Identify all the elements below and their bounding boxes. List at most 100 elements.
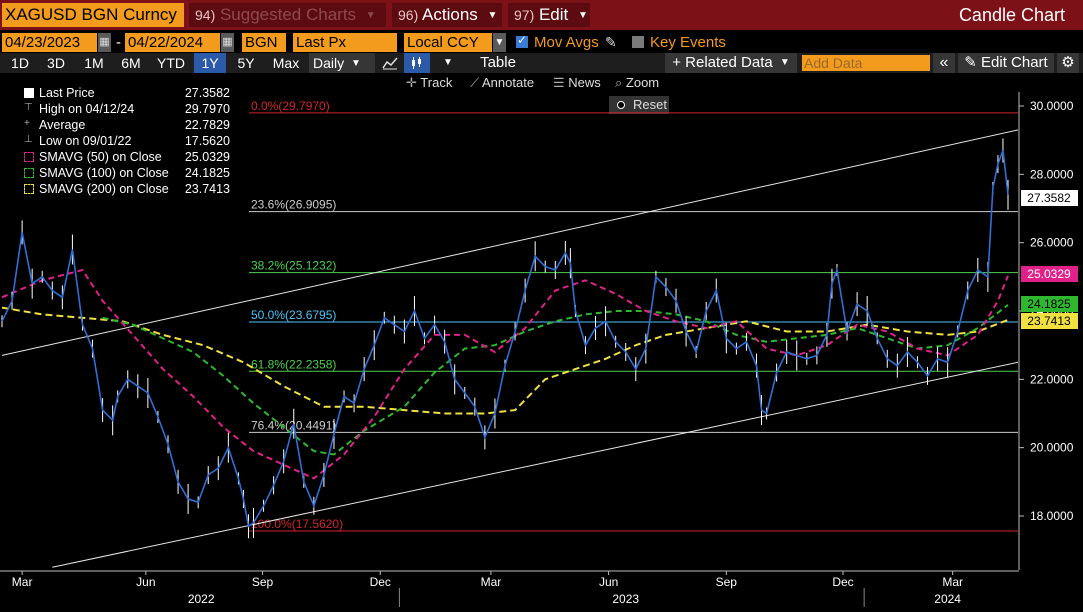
legend-value-2: 22.7829 [184, 118, 230, 132]
price-field[interactable]: Last Px [293, 33, 397, 52]
period-max-button[interactable]: Max [272, 55, 300, 71]
legend-marker-5 [24, 168, 34, 178]
year-label-1: 2023 [612, 592, 639, 606]
gear-icon[interactable]: ⚙ [1057, 53, 1079, 73]
table-button[interactable]: Table [480, 54, 516, 71]
period-1m-button[interactable]: 1M [84, 55, 104, 71]
legend-marker-0 [24, 88, 34, 98]
legend-value-1: 29.7970 [184, 102, 230, 116]
edit-number: 97) [514, 7, 535, 23]
x-tick-label-8: Mar [942, 575, 963, 589]
y-tick-label-1: 28.0000 [1030, 167, 1074, 181]
edit-label: Edit [538, 5, 569, 24]
year-label-0: 2022 [188, 592, 215, 606]
suggested-charts-button[interactable]: 94) Suggested Charts ▼ [189, 3, 386, 27]
news-button[interactable]: ☰ News [553, 74, 601, 92]
source-field[interactable]: BGN [242, 33, 286, 52]
pencil-icon[interactable]: ✎ [605, 34, 617, 50]
x-tick-label-1: Jun [136, 575, 155, 589]
start-date-field[interactable]: 04/23/2023 [2, 33, 97, 52]
related-data-button[interactable]: + Related Data ▼ [665, 53, 797, 73]
channel-lower-line [52, 361, 1019, 568]
period-6m-button[interactable]: 6M [121, 55, 141, 71]
y-tick-label-5: 20.0000 [1030, 441, 1074, 455]
suggested-charts-number: 94) [195, 7, 216, 23]
key-events-checkbox[interactable] [632, 36, 644, 48]
legend-value-6: 23.7413 [184, 182, 230, 196]
period-ytd-button[interactable]: YTD [157, 55, 185, 71]
last-value-box-2 [1021, 296, 1078, 312]
year-label-2: 2024 [934, 592, 961, 606]
period-3d-button[interactable]: 3D [47, 55, 65, 71]
price-line [1, 150, 1009, 528]
mov-avgs-checkbox[interactable] [516, 33, 528, 48]
price-chart[interactable]: 0.0%(29.7970) 23.6%(26.9095) 38.2%(25.1232… [0, 92, 1083, 570]
fib-label-6: 100.0%(17.5620) [251, 517, 343, 531]
add-data-input[interactable]: Add Data [802, 55, 930, 71]
suggested-charts-label: Suggested Charts [219, 5, 357, 24]
chevron-down-icon[interactable]: ▼ [443, 57, 453, 68]
track-label: Track [420, 75, 453, 90]
track-button[interactable]: ✛ Track [406, 74, 452, 92]
reset-button[interactable]: Reset [609, 96, 669, 114]
time-axis: Mar Jun Sep Dec Mar Jun Sep Dec Mar 2022 2023 2024 [0, 570, 1083, 612]
chevron-down-icon: ▼ [487, 9, 498, 21]
legend-marker-4 [24, 152, 34, 162]
chart-series [1, 138, 1009, 539]
currency-field[interactable]: Local CCY [404, 33, 492, 52]
candle-chart-icon[interactable] [404, 53, 430, 73]
fib-label-2: 38.2%(25.1232) [251, 259, 336, 273]
actions-number: 96) [398, 7, 419, 23]
top-bar: XAGUSD BGN Curncy 94) Suggested Charts ▼… [0, 0, 1083, 30]
time-axis-background [0, 570, 1083, 612]
fib-label-4: 61.8%(22.2358) [251, 357, 336, 371]
legend-marker-3: ⊥ [24, 134, 33, 145]
zoom-button[interactable]: ⌕ Zoom [615, 74, 659, 92]
x-tick-label-3: Dec [370, 575, 391, 589]
annotate-icon: ⟋ [470, 75, 480, 90]
legend-value-5: 24.1825 [184, 166, 230, 180]
actions-label: Actions [422, 5, 478, 24]
legend-value-4: 25.0329 [184, 150, 230, 164]
trend-channel [1, 129, 1019, 568]
mov-avgs-label: Mov Avgs [534, 34, 599, 51]
y-tick-label-0: 30.0000 [1030, 99, 1074, 113]
period-5y-button[interactable]: 5Y [237, 55, 255, 71]
period-1d-button[interactable]: 1D [11, 55, 29, 71]
x-tick-label-2: Sep [252, 575, 274, 589]
edit-chart-label: Edit Chart [981, 54, 1048, 71]
price-axis: 30.000028.000026.000024.000022.000020.00… [1018, 92, 1078, 570]
period-1y-button[interactable]: 1Y [194, 53, 226, 73]
collapse-icon[interactable]: « [933, 53, 955, 73]
legend-row-5: SMAVG (100) on Close 24.1825 [6, 165, 235, 181]
legend-row-2: + Average 22.7829 [6, 117, 235, 133]
legend-marker-6 [24, 184, 34, 194]
frequency-dropdown[interactable]: Daily ▼ [309, 53, 375, 73]
end-date-field[interactable]: 04/22/2024 [125, 33, 220, 52]
legend-label-6: SMAVG (200) on Close [39, 182, 169, 196]
last-value-label-2: 24.1825 [1027, 297, 1071, 311]
annotate-button[interactable]: ⟋ Annotate [470, 74, 534, 92]
channel-upper-line [1, 129, 1019, 356]
actions-button[interactable]: 96) Actions ▼ [392, 3, 502, 27]
last-value-box-0 [1021, 190, 1078, 206]
sma200-line [1, 306, 1009, 415]
chart-type-title: Candle Chart [958, 5, 1065, 25]
line-chart-glyph [382, 57, 398, 70]
line-chart-icon[interactable] [378, 53, 402, 73]
calendar-icon[interactable]: ▦ [98, 33, 111, 52]
ticker-field[interactable]: XAGUSD BGN Curncy [2, 3, 184, 27]
legend-row-6: SMAVG (200) on Close 23.7413 [6, 181, 235, 197]
sma50-line [1, 268, 1009, 480]
chevron-down-icon[interactable]: ▼ [493, 33, 506, 52]
last-value-box-1 [1021, 266, 1078, 282]
edit-button[interactable]: 97) Edit ▼ [508, 3, 590, 27]
chevron-down-icon: ▼ [365, 9, 376, 21]
calendar-icon[interactable]: ▦ [221, 33, 234, 52]
edit-chart-button[interactable]: ✎ Edit Chart [958, 53, 1054, 73]
legend-label-0: Last Price [39, 86, 95, 100]
legend-label-1: High on 04/12/24 [39, 102, 135, 116]
news-icon: ☰ [553, 75, 565, 90]
y-tick-label-6: 18.0000 [1030, 509, 1074, 523]
x-tick-label-0: Mar [12, 575, 33, 589]
